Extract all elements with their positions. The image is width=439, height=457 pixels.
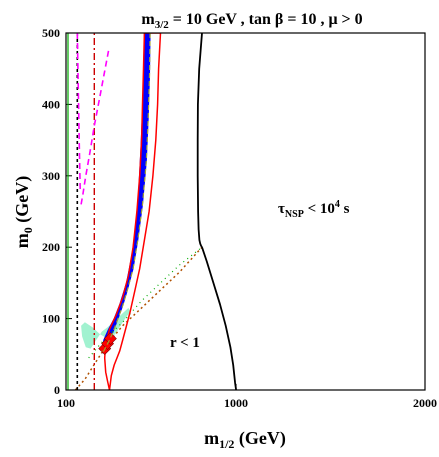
y-axis-label: m0 (GeV) <box>12 176 35 248</box>
x-tick-label: 2000 <box>413 396 437 410</box>
y-tick-label: 100 <box>42 312 60 326</box>
tau-boundary-curve <box>196 33 203 248</box>
olive-dashed-edge <box>101 33 151 355</box>
xlabel-main: m <box>204 428 219 448</box>
chart-title: m3/2 = 10 GeV , tan β = 10 , μ > 0 <box>141 11 362 31</box>
xlabel-rest: (GeV) <box>234 428 285 449</box>
y-tick-label: 200 <box>42 240 60 254</box>
tau-sub: NSP <box>285 209 304 220</box>
x-tick-label: 100 <box>57 396 75 410</box>
stau-lsp-line-curve <box>74 246 203 390</box>
ylabel-main: m <box>12 233 32 248</box>
xlabel-sub: 1/2 <box>219 437 234 451</box>
r-boundary-curve <box>201 246 237 390</box>
tau-rest: s <box>340 201 350 217</box>
plot-frame <box>65 32 426 391</box>
y-tick-label: 400 <box>42 97 60 111</box>
ylabel-rest: (GeV) <box>12 176 33 227</box>
title-sub: 3/2 <box>155 19 170 31</box>
tau-sup: 4 <box>335 199 340 210</box>
title-rest: = 10 GeV , tan β = 10 , μ > 0 <box>169 11 363 28</box>
y-tick-label: 300 <box>42 169 60 183</box>
title-main: m <box>141 11 155 28</box>
tick-marks <box>65 32 426 391</box>
x-tick-labels: 100 1000 2000 <box>57 396 437 410</box>
tau-main: τ <box>278 201 285 217</box>
red-contour-curve <box>103 33 162 390</box>
y-tick-label: 0 <box>54 383 60 397</box>
tau-mid: < 10 <box>304 201 335 217</box>
annotation-tau: τNSP < 104 s <box>278 199 350 220</box>
red-diamond-marker <box>103 332 117 346</box>
annotation-r: r < 1 <box>170 335 200 351</box>
x-tick-label: 1000 <box>224 396 248 410</box>
gminus2-curve <box>76 33 81 191</box>
x-axis-label: m1/2 (GeV) <box>204 428 286 451</box>
y-tick-label: 500 <box>42 26 60 40</box>
y-tick-labels: 0 100 200 300 400 500 <box>42 26 60 397</box>
plot-marks <box>67 33 237 390</box>
bsgamma-curve <box>80 50 110 205</box>
ylabel-sub: 0 <box>21 227 35 233</box>
